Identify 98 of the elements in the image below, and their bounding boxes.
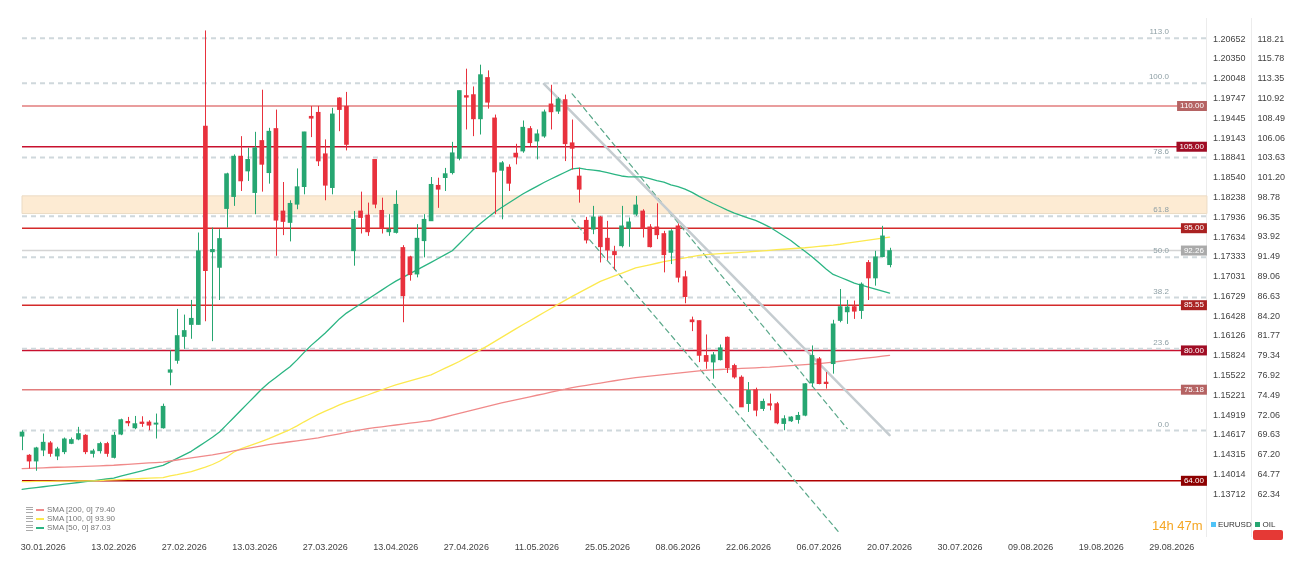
x-tick-label: 19.08.2026 [1078, 542, 1124, 553]
y-tick-label: 74.49 [1257, 389, 1280, 400]
annotation: 78.6 [1153, 146, 1170, 156]
candlestick [767, 393, 772, 411]
x-tick-label: 13.03.2026 [232, 542, 278, 553]
ref-line-label: 75.18 [1183, 384, 1205, 394]
y2-tick-label: 1.16126 [1212, 330, 1246, 341]
y-tick-label: 69.63 [1257, 429, 1280, 440]
y-tick-label: 81.77 [1257, 330, 1280, 341]
ref-line-label: 110.00 [1180, 101, 1205, 111]
y2-tick-label: 1.14919 [1212, 409, 1246, 420]
y2-tick-label: 1.18540 [1212, 172, 1246, 183]
y-tick-label: 98.78 [1257, 191, 1280, 202]
y-tick-label: 89.06 [1257, 271, 1280, 282]
ref-line-label: 64.00 [1183, 476, 1205, 485]
x-tick-label: 20.07.2026 [867, 542, 913, 553]
x-tick-label: 30.07.2026 [937, 542, 983, 553]
candlestick [654, 202, 660, 240]
x-tick-label: 22.06.2026 [725, 542, 771, 553]
annotation: 38.2 [1153, 286, 1170, 296]
ref-line-label: 95.00 [1183, 223, 1205, 233]
annotation: 0.0 [1157, 419, 1170, 429]
y-tick-label: 108.49 [1257, 112, 1285, 123]
y2-tick-label: 1.15522 [1212, 370, 1246, 381]
y2-tick-label: 1.17936 [1212, 211, 1246, 222]
x-tick-label: 13.02.2026 [91, 542, 137, 553]
annotation: 100.0 [1148, 72, 1170, 82]
y-tick-label: 64.77 [1257, 469, 1280, 480]
x-tick-label: 11.05.2026 [514, 542, 560, 553]
y-tick-label: 62.34 [1257, 488, 1280, 499]
y2-tick-label: 1.14617 [1212, 429, 1246, 440]
candlestick [181, 314, 187, 350]
ref-line-label: 80.00 [1183, 345, 1205, 355]
y2-tick-label: 1.17634 [1212, 231, 1246, 242]
y-tick-label: 96.35 [1257, 211, 1280, 222]
y2-tick-label: 1.14315 [1212, 449, 1246, 460]
y2-axis-title: EURUSD [1217, 520, 1252, 530]
legend-label: SMA [200, 0] 79.40 [47, 505, 116, 515]
y-tick-label: 76.92 [1257, 370, 1280, 381]
ref-line-label: 92.26 [1183, 245, 1205, 255]
y2-tick-label: 1.20048 [1212, 73, 1246, 84]
y-tick-label: 113.35 [1257, 73, 1285, 84]
y2-tick-label: 1.18238 [1212, 191, 1246, 202]
y-tick-label: 118.21 [1257, 33, 1285, 44]
annotation: 23.6 [1153, 338, 1170, 347]
candlestick [464, 68, 469, 130]
x-tick-label: 06.07.2026 [796, 542, 842, 553]
y2-tick-label: 1.13712 [1212, 488, 1246, 499]
legend-label: SMA [50, 0] 87.03 [47, 523, 111, 533]
candlestick [851, 300, 857, 320]
y2-tick-label: 1.17031 [1212, 271, 1246, 282]
ref-line-label: 105.00 [1179, 141, 1205, 151]
x-tick-label: 13.04.2026 [373, 542, 419, 553]
x-tick-label: 29.08.2026 [1149, 542, 1195, 553]
y2-tick-label: 1.15824 [1212, 350, 1246, 361]
annotation: 61.8 [1153, 205, 1170, 215]
x-tick-label: 09.08.2026 [1008, 542, 1054, 553]
y-tick-label: 86.63 [1257, 290, 1280, 301]
candlestick [118, 418, 124, 436]
y-axis-title: OIL [1262, 520, 1276, 530]
x-tick-label: 08.06.2026 [655, 542, 701, 553]
y-tick-label: 67.20 [1257, 449, 1280, 460]
x-tick-label: 27.03.2026 [302, 542, 348, 553]
y-tick-label: 110.92 [1257, 92, 1285, 103]
y-tick-label: 106.06 [1257, 132, 1285, 143]
y-tick-label: 115.78 [1257, 53, 1285, 64]
y-tick-label: 79.34 [1257, 350, 1280, 361]
candlestick [47, 440, 53, 458]
x-tick-label: 27.04.2026 [443, 542, 489, 553]
legend-label: SMA [100, 0] 93.90 [47, 514, 116, 524]
y-tick-label: 72.06 [1257, 409, 1280, 420]
y2-tick-label: 1.20350 [1212, 53, 1246, 64]
candlestick [781, 414, 787, 431]
y-tick-label: 91.49 [1257, 251, 1280, 262]
y2-tick-label: 1.19143 [1212, 132, 1246, 143]
y-tick-label: 101.20 [1257, 172, 1285, 183]
y2-tick-label: 1.19445 [1212, 112, 1246, 123]
candlestick [442, 167, 448, 192]
x-tick-label: 25.05.2026 [584, 542, 630, 553]
candlestick [499, 160, 504, 220]
candlestick [308, 105, 314, 138]
y-tick-label: 103.63 [1257, 152, 1285, 163]
y2-tick-label: 1.14014 [1212, 469, 1246, 480]
y2-tick-label: 1.15221 [1212, 389, 1246, 400]
x-tick-label: 30.01.2026 [20, 542, 66, 553]
annotation: 14h 47m [1151, 518, 1203, 534]
y2-tick-label: 1.16729 [1212, 290, 1246, 301]
y-tick-label: 93.92 [1257, 231, 1280, 242]
y2-tick-label: 1.20652 [1212, 33, 1246, 44]
y2-tick-label: 1.16428 [1212, 310, 1246, 321]
ref-line-label: 85.55 [1183, 300, 1205, 310]
annotation: 113.0 [1149, 27, 1170, 37]
y-tick-label: 84.20 [1257, 310, 1280, 321]
y2-tick-label: 1.19747 [1212, 92, 1246, 103]
annotation: 50.0 [1153, 246, 1170, 256]
x-tick-label: 27.02.2026 [161, 542, 207, 553]
y2-tick-label: 1.17333 [1212, 251, 1246, 262]
y2-tick-label: 1.18841 [1212, 152, 1246, 163]
